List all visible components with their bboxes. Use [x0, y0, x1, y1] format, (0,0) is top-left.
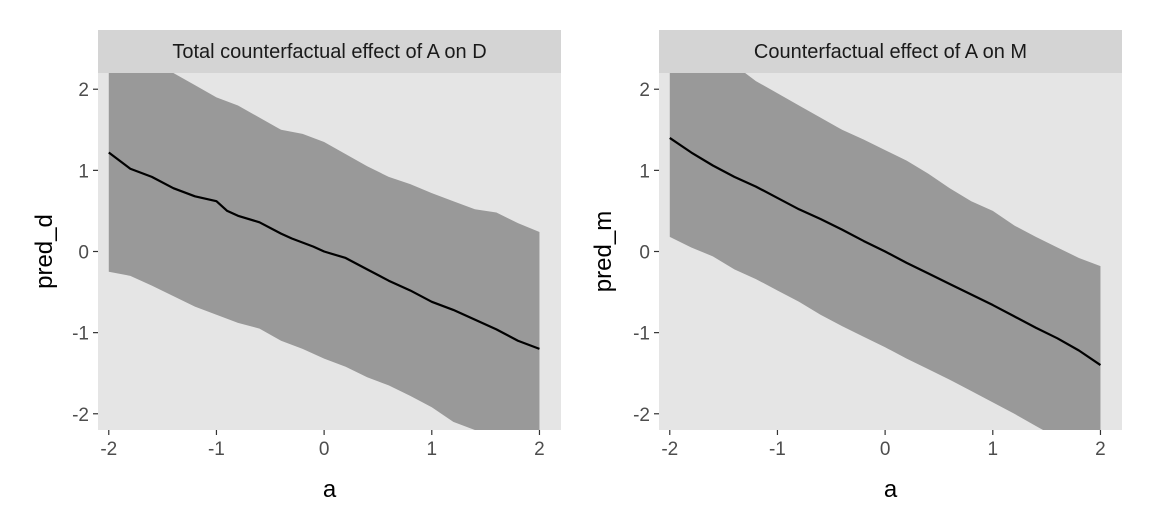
facet-title: Counterfactual effect of A on M	[754, 41, 1027, 63]
x-axis: -2 -1 0 1 2	[661, 430, 1106, 460]
plot-marks	[108, 73, 540, 430]
x-tick-label: 1	[988, 439, 999, 460]
x-tick-label: 2	[534, 439, 545, 460]
mean-line	[669, 136, 1102, 367]
x-tick-label: -1	[208, 439, 225, 460]
x-tick-label: -1	[769, 439, 786, 460]
x-axis-title: a	[884, 476, 898, 503]
y-tick-label: -1	[72, 324, 89, 345]
mean-line	[108, 151, 540, 350]
x-axis-title: a	[323, 476, 337, 503]
facet-title: Total counterfactual effect of A on D	[172, 41, 486, 63]
x-tick-label: -2	[100, 439, 117, 460]
y-tick-label: -2	[633, 405, 650, 426]
y-tick-label: -1	[633, 324, 650, 345]
y-tick-label: 0	[78, 243, 89, 264]
plot-marks	[669, 73, 1102, 430]
strip-background	[98, 30, 561, 73]
x-tick-label: 0	[880, 439, 891, 460]
y-tick-label: 1	[78, 161, 89, 182]
y-tick-label: 2	[78, 80, 89, 101]
y-axis: -2 -1 0 1 2	[633, 80, 659, 426]
y-axis-title: pred_m	[590, 211, 617, 292]
x-tick-label: 0	[319, 439, 330, 460]
y-axis: -2 -1 0 1 2	[72, 80, 98, 426]
y-tick-label: 2	[639, 80, 650, 101]
y-tick-label: 1	[639, 161, 650, 182]
y-axis-title: pred_d	[31, 214, 58, 289]
facet-panel-total-effect: Total counterfactual effect of A on D -2…	[31, 30, 561, 503]
strip-background	[659, 30, 1122, 73]
x-tick-label: 1	[427, 439, 438, 460]
y-tick-label: 0	[639, 243, 650, 264]
facet-panel-effect-on-m: Counterfactual effect of A on M -2 -1 0 1 2 …	[590, 30, 1122, 503]
y-tick-label: -2	[72, 405, 89, 426]
x-tick-label: 2	[1095, 439, 1106, 460]
x-tick-label: -2	[661, 439, 678, 460]
x-axis: -2 -1 0 1 2	[100, 430, 545, 460]
